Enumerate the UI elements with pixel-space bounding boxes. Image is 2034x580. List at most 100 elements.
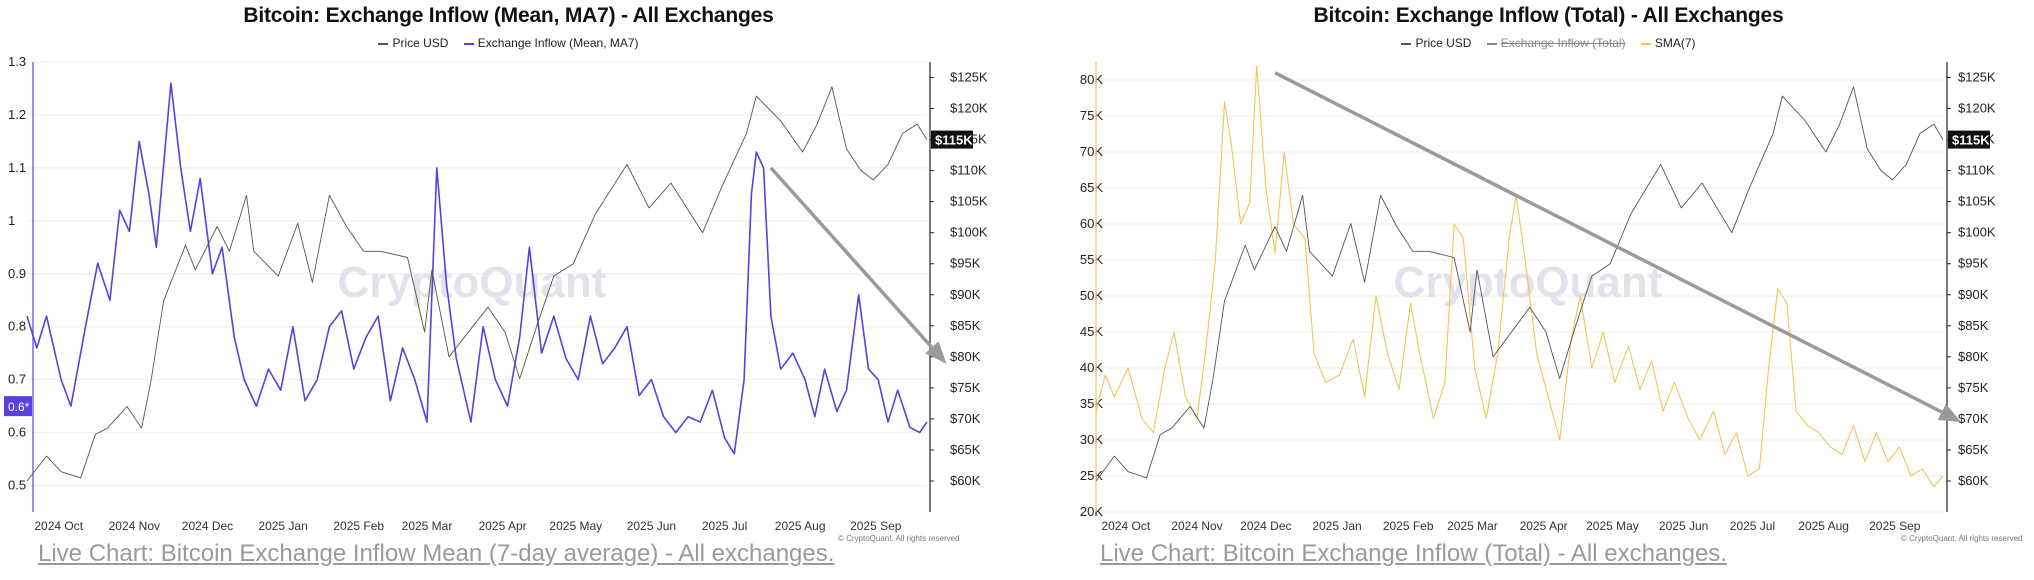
y-right-tick-label: $110K [950,163,987,178]
y-left-tick-label: 0.8 [8,319,26,334]
x-tick-label: 2024 Oct [1101,519,1150,533]
y-left-tick-label: 0.5 [8,478,26,493]
y-left-tick-label: 0.6 [8,425,26,440]
y-left-tick-label: 1.1 [8,160,26,175]
trend-arrow-head [925,341,947,364]
legend-item-inflow-mean[interactable]: Exchange Inflow (Mean, MA7) [463,36,639,50]
y-left-tick-label: 50K [1080,288,1103,303]
y-right-tick-label: $65K [1958,442,1989,457]
y-right-tick-label: $95K [950,256,981,271]
y-right-tick-label: $100K [950,225,988,240]
y-left-tick-label: 0.7 [8,372,26,387]
series-line-exchange-inflow-mean-ma7 [26,82,928,455]
chart-panel-total: Bitcoin: Exchange Inflow (Total) - All E… [1063,0,2034,580]
y-left-tick-label: 20K [1080,504,1103,519]
legend-item-inflow-total[interactable]: Exchange Inflow (Total) [1486,36,1626,50]
trend-arrow [769,166,934,349]
copyright-notice: © CryptoQuant. All rights reserved [838,534,960,543]
watermark-logo: CryptoQuant [338,258,607,307]
current-value-label: 0.6* [8,400,30,414]
x-tick-label: 2024 Dec [1240,519,1291,533]
y-right-tick-label: $105K [950,194,988,209]
x-tick-label: 2025 May [549,519,602,533]
y-left-tick-label: 80K [1080,72,1103,87]
y-right-tick-label: $75K [950,380,981,395]
chart-legend[interactable]: Price USD Exchange Inflow (Mean, MA7) [0,36,1017,50]
x-tick-label: 2025 May [1586,519,1639,533]
chart-legend[interactable]: Price USD Exchange Inflow (Total) SMA(7) [1063,36,2034,50]
x-tick-label: 2025 Mar [402,519,453,533]
y-left-tick-label: 40K [1080,360,1103,375]
y-left-tick-label: 60K [1080,216,1103,231]
y-right-tick-label: $110K [1958,163,1995,178]
current-price-badge [931,130,973,149]
x-tick-label: 2024 Nov [1171,519,1222,533]
y-right-tick-label: $120K [950,101,988,116]
y-right-tick-label: $125K [1958,70,1996,85]
x-tick-label: 2025 Jan [1312,519,1361,533]
chart-title: Bitcoin: Exchange Inflow (Mean, MA7) - A… [243,4,774,27]
chart-panel-mean: Bitcoin: Exchange Inflow (Mean, MA7) - A… [0,4,1017,567]
y-left-tick-label: 70K [1080,144,1103,159]
legend-item-price[interactable]: Price USD [378,36,448,50]
y-right-tick-label: $95K [1958,256,1989,271]
current-price-label: $115K [1952,133,1990,148]
x-tick-label: 2025 Sep [850,519,902,533]
x-tick-label: 2025 Jul [1730,519,1775,533]
current-price-label: $115K [935,133,973,148]
x-tick-label: 2025 Jun [1659,519,1708,533]
trend-arrow [1274,71,1943,414]
legend-item-price[interactable]: Price USD [1401,36,1471,50]
x-tick-label: 2025 Jan [258,519,307,533]
y-right-tick-label: $75K [1958,380,1989,395]
y-right-tick-label: $105K [1958,194,1996,209]
y-right-tick-label: $85K [1958,318,1989,333]
x-tick-label: 2025 Aug [775,519,826,533]
y-left-tick-label: 30K [1080,432,1103,447]
x-tick-label: 2025 Feb [333,519,384,533]
copyright-notice: © CryptoQuant. All rights reserved [1901,534,2023,543]
y-left-tick-label: 1 [8,213,15,228]
y-left-tick-label: 1.3 [8,54,26,69]
x-tick-label: 2025 Aug [1798,519,1849,533]
y-right-tick-label: $85K [950,318,981,333]
y-left-tick-label: 1.2 [8,107,26,122]
y-right-tick-label: $60K [950,473,981,488]
live-chart-link[interactable]: Live Chart: Bitcoin Exchange Inflow (Tot… [1100,540,1727,567]
y-left-tick-label: 45K [1080,324,1103,339]
y-left-tick-label: 55K [1080,252,1103,267]
x-tick-label: 2025 Feb [1383,519,1434,533]
current-value-badge [4,396,32,417]
y-right-tick-label: $120K [1958,101,1996,116]
x-tick-label: 2025 Jun [627,519,676,533]
y-right-tick-label: $90K [950,287,981,302]
chart-plot-area: 80K75K70K65K60K55K50K45K40K35K30K25K20KC… [1080,62,1996,533]
current-price-badge [1948,130,1990,149]
x-tick-label: 2025 Jul [702,519,747,533]
legend-item-sma7[interactable]: SMA(7) [1640,36,1696,50]
x-tick-label: 2025 Apr [479,519,527,533]
x-tick-label: 2025 Sep [1869,519,1921,533]
y-left-tick-label: 65K [1080,180,1103,195]
x-tick-label: 2025 Mar [1447,519,1498,533]
y-right-tick-label: $70K [1958,411,1989,426]
chart-title: Bitcoin: Exchange Inflow (Total) - All E… [1313,4,1784,27]
trend-arrow-head [1937,404,1962,422]
live-chart-link[interactable]: Live Chart: Bitcoin Exchange Inflow Mean… [38,540,835,567]
x-tick-label: 2025 Apr [1520,519,1568,533]
y-right-tick-label: $60K [1958,473,1989,488]
y-right-tick-label: $80K [1958,349,1989,364]
x-tick-label: 2024 Oct [34,519,83,533]
series-line-price-usd [26,86,928,482]
chart-plot-area: 1.3 1.2 1.1 1 0.9 0.8 0.7 0.6 0.5 CryptoQuant $125… [4,54,988,533]
x-tick-label: 2024 Nov [109,519,160,533]
series-line-sma-7 [1095,65,1944,488]
y-left-tick-label: 75K [1080,108,1103,123]
y-right-tick-label: $80K [950,349,981,364]
y-right-tick-label: $90K [1958,287,1989,302]
y-left-tick-label: 0.9 [8,266,26,281]
y-right-tick-label: $65K [950,442,981,457]
y-right-tick-label: $70K [950,411,981,426]
series-line-price-usd [1095,86,1944,482]
y-right-tick-label: $100K [1958,225,1996,240]
